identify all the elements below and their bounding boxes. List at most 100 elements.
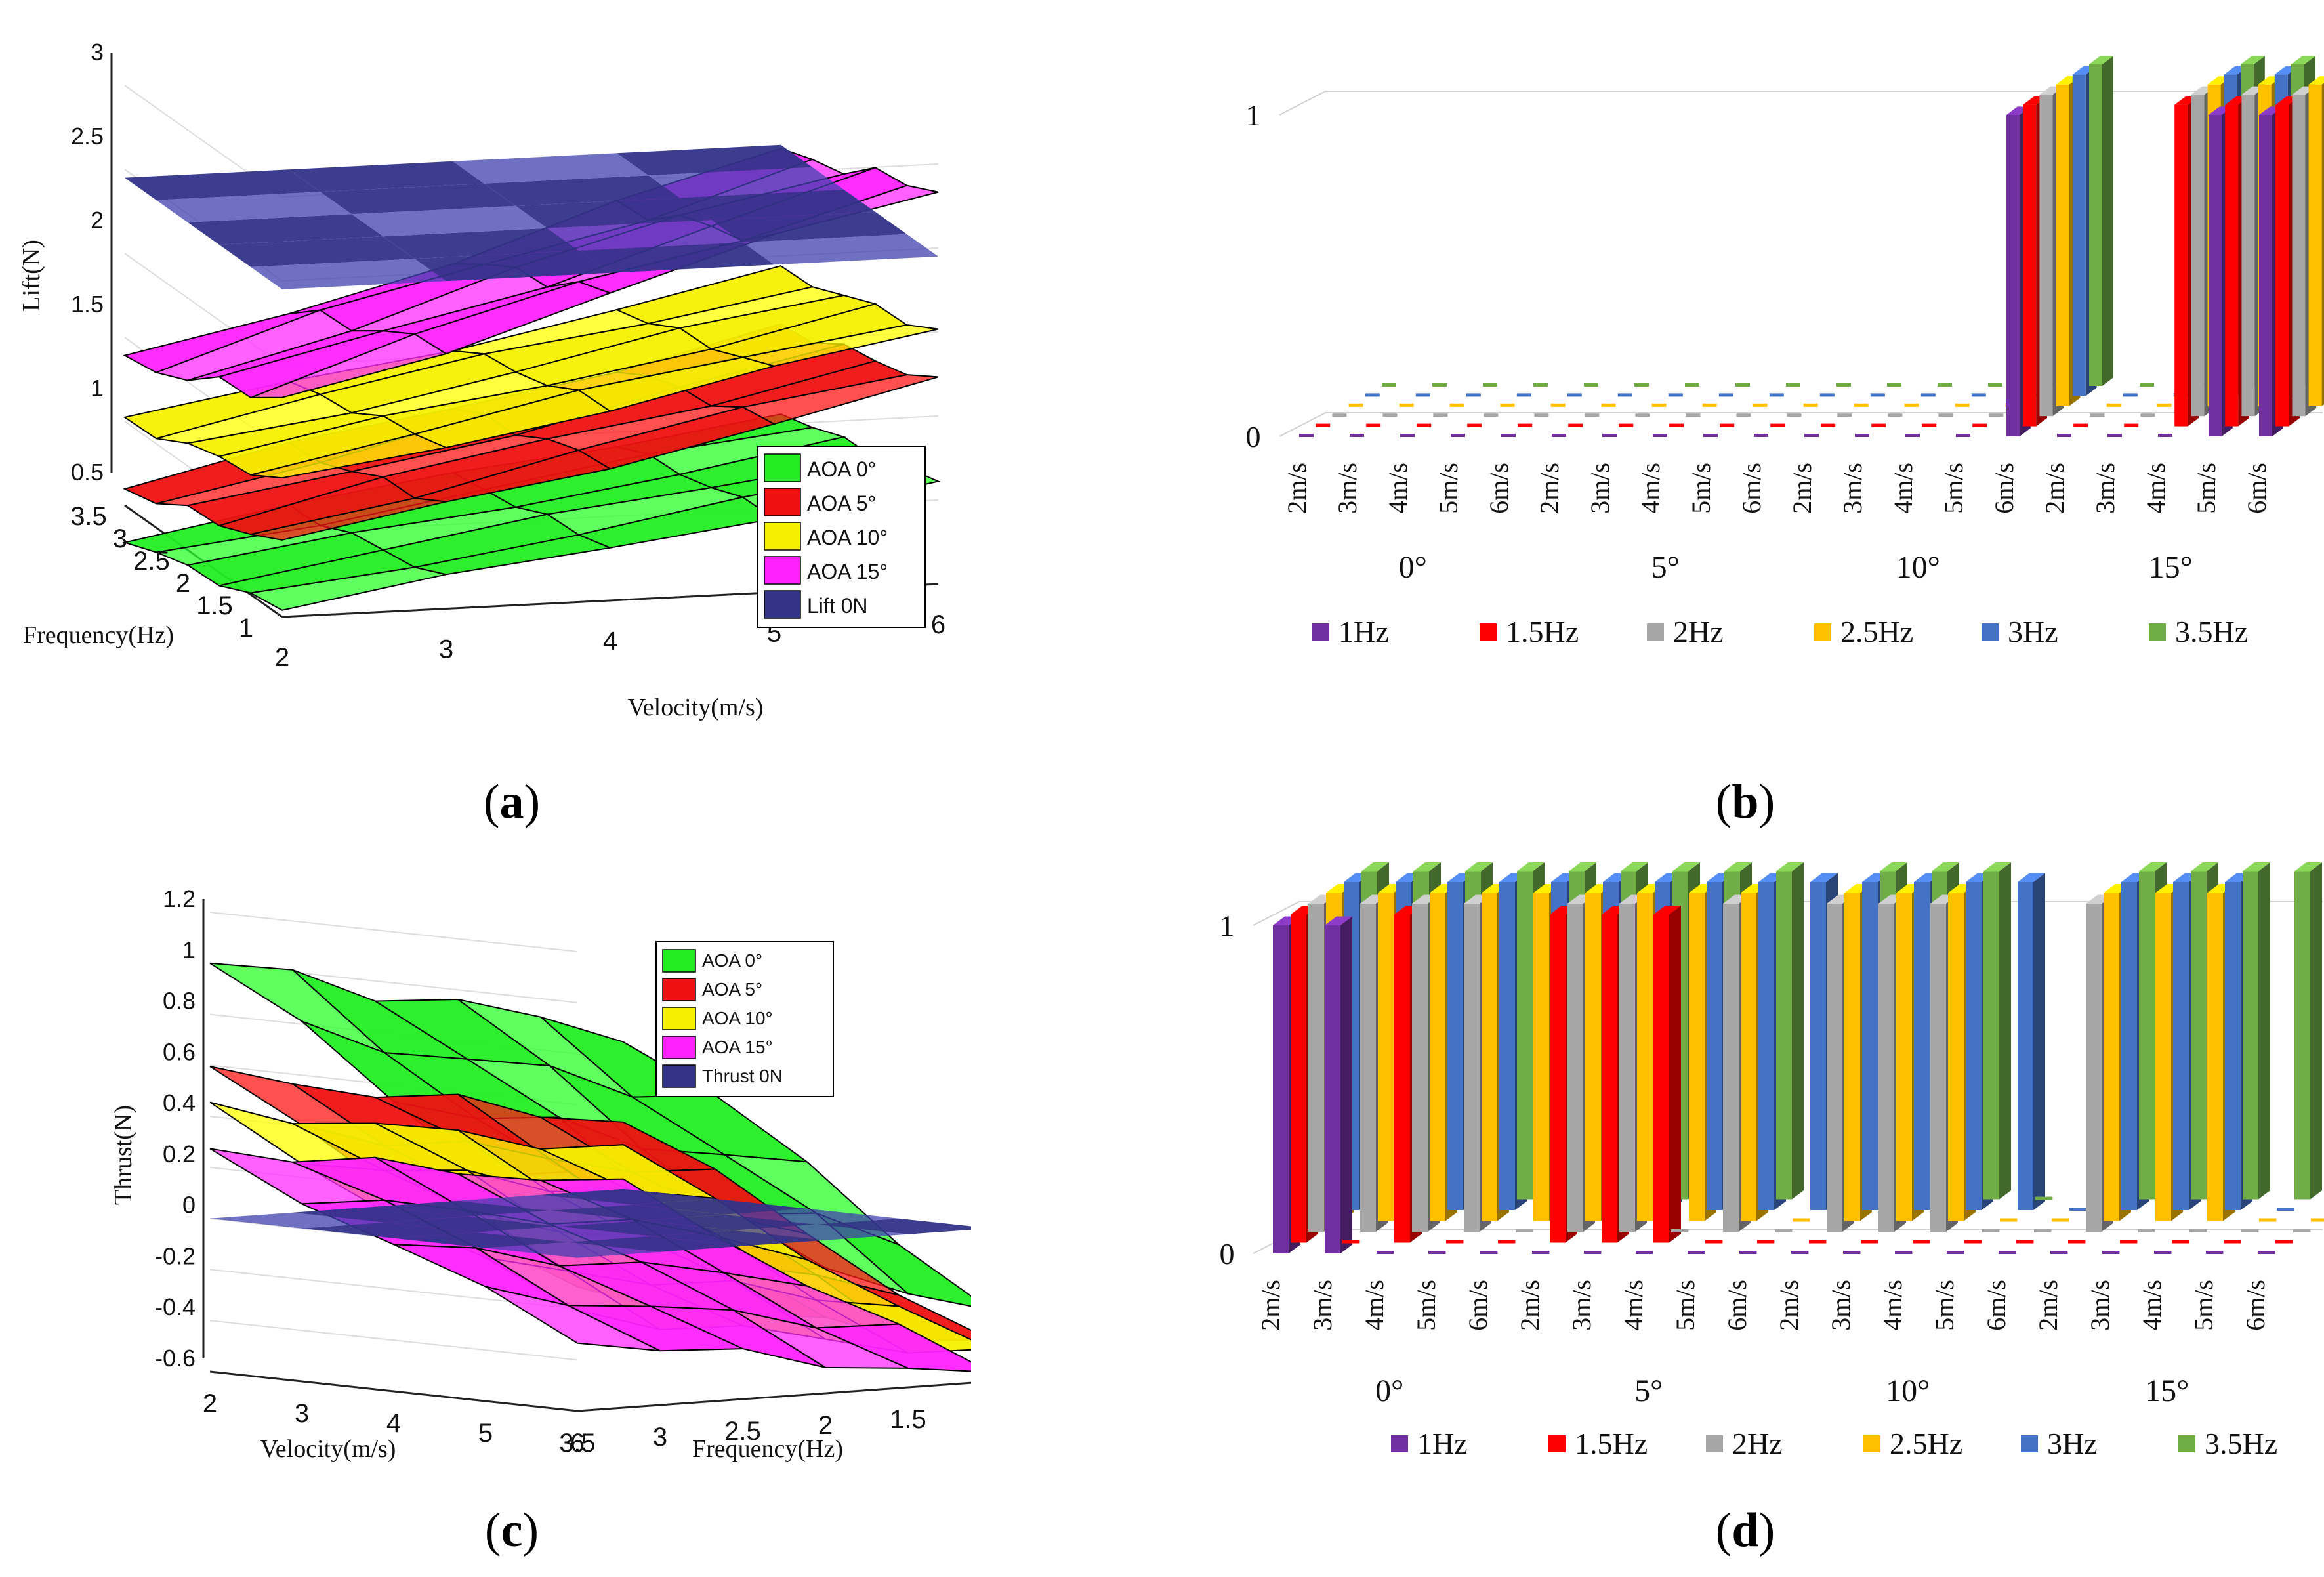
bar-zero bbox=[1669, 423, 1684, 427]
bar-zero bbox=[1988, 383, 2002, 387]
bar-top bbox=[1724, 862, 1752, 872]
group-label: 5° bbox=[1634, 1374, 1663, 1408]
z-tick-label: -0.4 bbox=[155, 1293, 196, 1320]
bar-front bbox=[2139, 871, 2155, 1200]
chart-c: -0.6 -0.4 -0.2 0 0.2 0.4 0.6 0.8 1 1.2 2 3 4 5 6 3.5 3 2.… bbox=[79, 847, 971, 1490]
bar-zero bbox=[1804, 434, 1819, 437]
bar-zero bbox=[1366, 423, 1381, 427]
bar bbox=[1972, 423, 1987, 427]
bar-zero bbox=[1619, 423, 1634, 427]
bar-zero bbox=[1516, 393, 1531, 397]
bar-front bbox=[1273, 925, 1289, 1253]
bar-zero bbox=[1938, 413, 1953, 417]
bar bbox=[2068, 1240, 2086, 1244]
bar-front bbox=[2086, 904, 2102, 1232]
bar bbox=[2275, 1240, 2293, 1244]
bar-zero bbox=[2158, 434, 2172, 437]
bar-zero bbox=[1809, 1240, 1827, 1244]
bar bbox=[1905, 434, 1920, 437]
bar-front bbox=[1619, 904, 1635, 1232]
bar bbox=[1350, 434, 1364, 437]
group-label: 5° bbox=[1651, 550, 1680, 585]
caption-b: (b) bbox=[1715, 775, 1775, 829]
surface-patch bbox=[467, 1210, 642, 1227]
z-tick-label: 1 bbox=[91, 375, 104, 402]
bar bbox=[1686, 413, 1701, 417]
z-axis-label: Lift(N) bbox=[18, 240, 45, 312]
bar-front bbox=[2121, 882, 2137, 1210]
surface-patch bbox=[711, 211, 907, 243]
z-tick-label: 0.5 bbox=[71, 459, 104, 486]
velocity-label: 3m/s bbox=[1838, 463, 1867, 514]
surface-patch bbox=[384, 1216, 559, 1232]
group-label: 0° bbox=[1375, 1374, 1403, 1408]
velocity-label: 5m/s bbox=[1670, 1280, 1700, 1331]
bar-front bbox=[1844, 893, 1860, 1221]
legend-swatch bbox=[764, 556, 801, 585]
bar-zero bbox=[1837, 413, 1852, 417]
legend: AOA 0° AOA 5° AOA 10° AOA 15° Lift 0N bbox=[757, 446, 926, 628]
surface-patch bbox=[724, 1208, 899, 1225]
bar bbox=[1775, 1229, 1793, 1232]
velocity-tick-label: 4 bbox=[386, 1409, 401, 1438]
bar bbox=[2102, 1251, 2120, 1254]
bar bbox=[1947, 1251, 1964, 1254]
bar bbox=[1446, 1240, 1464, 1244]
bar-zero bbox=[1635, 413, 1650, 417]
bar-front bbox=[2173, 882, 2189, 1210]
bar-zero bbox=[1821, 423, 1836, 427]
legend-label: AOA 5° bbox=[807, 492, 876, 515]
bar bbox=[1955, 403, 1970, 407]
bar-zero bbox=[2120, 1240, 2138, 1244]
bar bbox=[1821, 423, 1836, 427]
bar-zero bbox=[2102, 1251, 2120, 1254]
z-tick-label: -0.6 bbox=[155, 1345, 196, 1372]
bar-top bbox=[2191, 862, 2218, 872]
bar-front bbox=[1447, 882, 1463, 1210]
bar-zero bbox=[1922, 423, 1937, 427]
surface-patch bbox=[642, 1214, 816, 1230]
velocity-label: 4m/s bbox=[1636, 463, 1665, 514]
velocity-label: 6m/s bbox=[2242, 463, 2272, 514]
bar-top bbox=[1569, 862, 1596, 872]
bar bbox=[1791, 1251, 1809, 1254]
legend-swatch bbox=[662, 949, 696, 973]
bar bbox=[2000, 1218, 2018, 1222]
bar bbox=[1451, 434, 1465, 437]
bar-front bbox=[1482, 893, 1497, 1221]
bar-zero bbox=[1793, 1218, 1810, 1222]
frequency-tick-label: 2 bbox=[818, 1411, 833, 1440]
surface-patch bbox=[320, 183, 516, 215]
legend: 1Hz 1.5Hz 2Hz 2.5Hz 3Hz 3.5Hz bbox=[1312, 615, 2248, 648]
legend-swatch bbox=[1982, 623, 1999, 641]
legend-swatch bbox=[764, 590, 801, 619]
legend-swatch bbox=[764, 488, 801, 516]
frequency-tick-label: 1.5 bbox=[890, 1405, 926, 1434]
bar-zero bbox=[1913, 1240, 1930, 1244]
surface-2 bbox=[123, 265, 939, 479]
bar-side bbox=[2258, 862, 2270, 1200]
bar bbox=[2158, 434, 2172, 437]
surface-patch bbox=[453, 153, 648, 184]
z-axis-label: Thrust(N) bbox=[110, 1105, 137, 1205]
bar bbox=[2154, 1251, 2172, 1254]
bar bbox=[1567, 393, 1582, 397]
bar-top bbox=[2308, 76, 2324, 85]
velocity-tick-label: 6 bbox=[570, 1429, 585, 1458]
bar bbox=[1786, 383, 1800, 387]
bar bbox=[1585, 413, 1600, 417]
bar-zero bbox=[1484, 413, 1499, 417]
bar bbox=[1920, 393, 1936, 397]
bar-zero bbox=[1498, 1240, 1516, 1244]
bar-zero bbox=[1920, 393, 1936, 397]
velocity-label: 2m/s bbox=[1256, 1280, 1285, 1331]
legend-swatch bbox=[662, 978, 696, 1001]
bar-zero bbox=[1342, 1240, 1360, 1244]
bar-front bbox=[1308, 904, 1324, 1232]
bar bbox=[1702, 403, 1717, 407]
bar bbox=[1685, 383, 1699, 387]
velocity-label: 5m/s bbox=[2191, 463, 2221, 514]
bar-zero bbox=[1971, 393, 1986, 397]
surface-patch bbox=[816, 1323, 971, 1372]
bar-top bbox=[2243, 862, 2270, 872]
